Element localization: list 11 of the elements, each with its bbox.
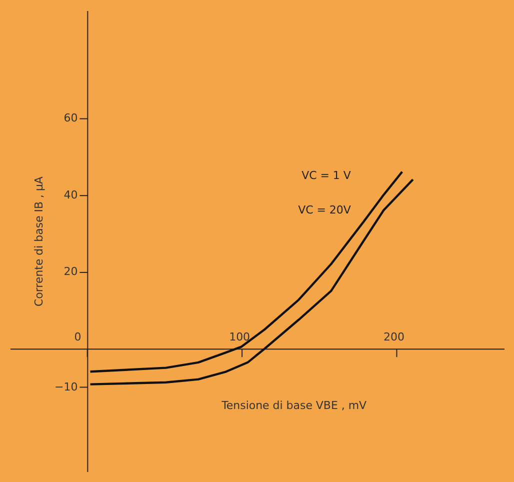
x-tick-label: 100: [229, 330, 250, 344]
x-axis-title: Tensione di base VBE , mV: [220, 399, 368, 412]
y-axis-title: Corrente di base IB , μA: [32, 176, 46, 307]
y-tick-label: −10: [54, 380, 78, 394]
x-tick-label: 200: [383, 330, 404, 344]
y-tick-label: 40: [64, 188, 78, 202]
annotation: VC = 20V: [298, 204, 352, 217]
x-tick-label: 0: [74, 330, 82, 344]
y-tick-label: 20: [64, 265, 78, 278]
y-tick-label: 60: [64, 112, 78, 125]
annotation: VC = 1 V: [302, 169, 352, 182]
